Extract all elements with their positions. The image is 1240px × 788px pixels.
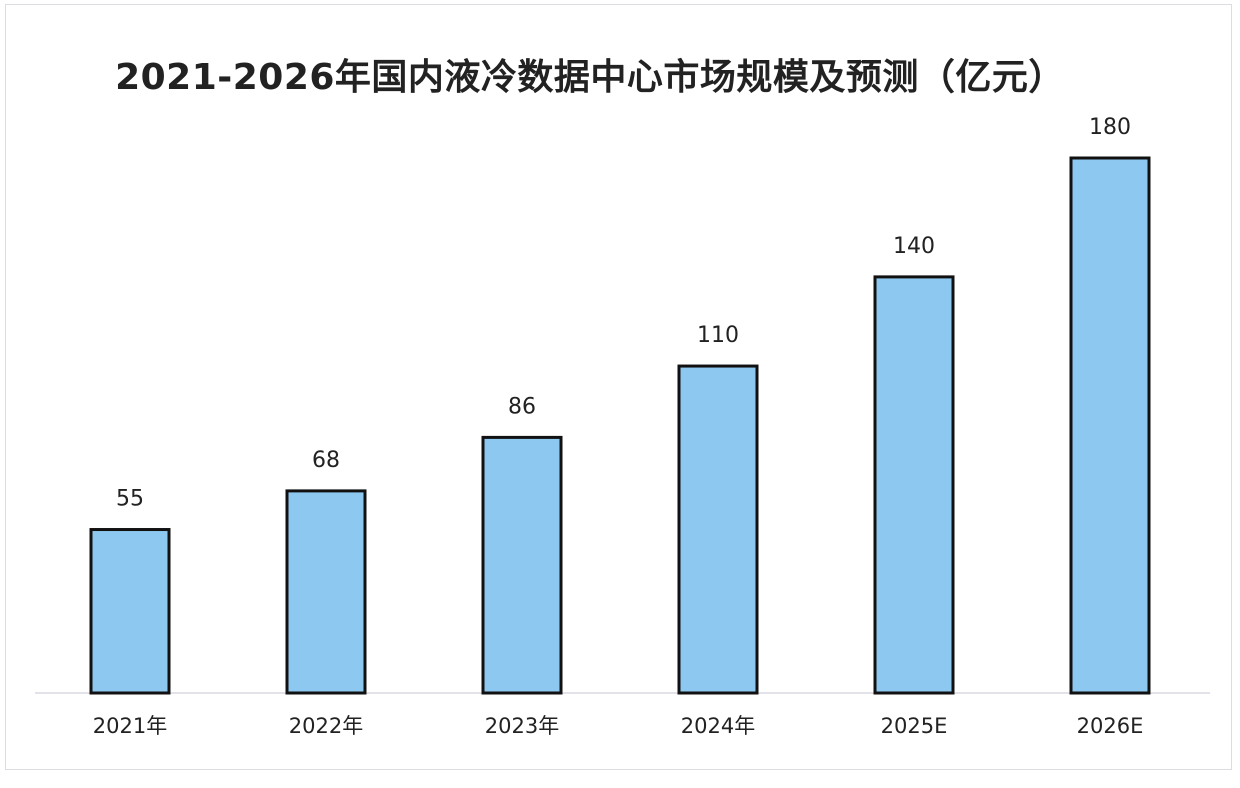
bar-4 — [677, 364, 759, 695]
chart-card — [5, 4, 1232, 770]
x-tick-label-3: 2023年 — [485, 714, 559, 738]
x-tick-label-1: 2021年 — [93, 714, 167, 738]
bar-1 — [89, 528, 171, 695]
value-label-2: 68 — [312, 448, 340, 473]
bar-2 — [285, 489, 367, 695]
value-label-5: 140 — [893, 234, 935, 259]
x-tick-label-6: 2026E — [1077, 714, 1144, 738]
value-label-6: 180 — [1089, 115, 1131, 140]
value-label-4: 110 — [697, 323, 739, 348]
x-tick-label-4: 2024年 — [681, 714, 755, 738]
bar-3 — [481, 435, 563, 695]
bar-5 — [873, 275, 955, 695]
value-label-1: 55 — [116, 487, 144, 512]
x-tick-label-5: 2025E — [881, 714, 948, 738]
value-label-3: 86 — [508, 394, 536, 419]
x-tick-label-2: 2022年 — [289, 714, 363, 738]
chart-title: 2021-2026年国内液冷数据中心市场规模及预测（亿元） — [115, 57, 1065, 98]
bar-6 — [1069, 156, 1151, 695]
